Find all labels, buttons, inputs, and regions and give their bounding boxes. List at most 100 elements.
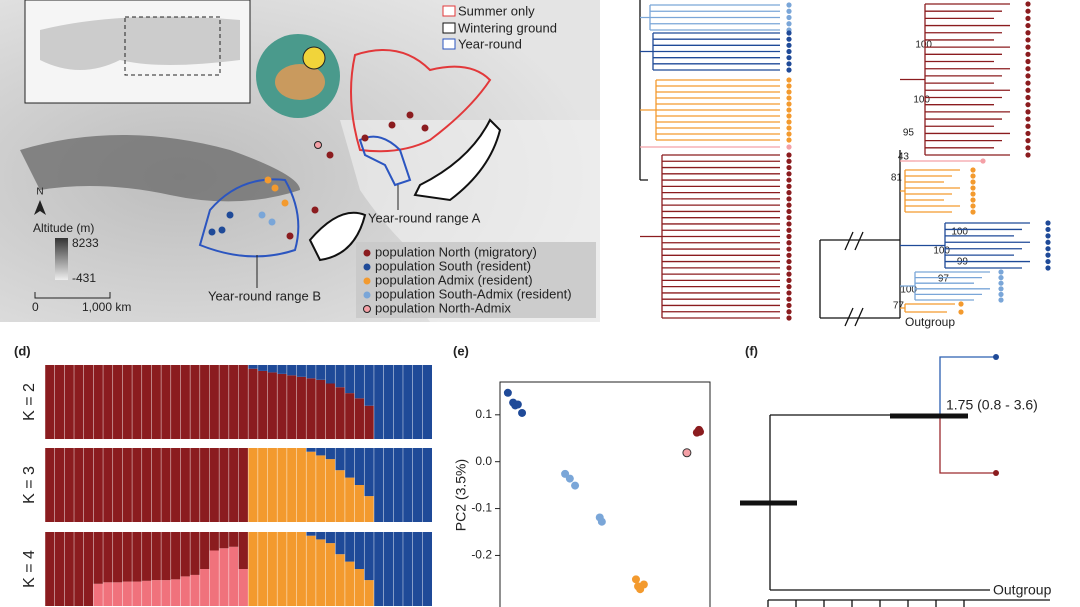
point bbox=[571, 481, 580, 490]
ancestry-segment bbox=[306, 535, 316, 606]
tip bbox=[786, 158, 792, 164]
ancestry-segment bbox=[132, 365, 142, 439]
tip bbox=[786, 171, 792, 177]
ancestry-segment bbox=[373, 448, 384, 522]
ancestry-segment bbox=[190, 365, 200, 439]
ancestry-segment bbox=[286, 532, 297, 606]
tip bbox=[786, 277, 792, 283]
ancestry-segment bbox=[315, 539, 326, 606]
tip bbox=[980, 158, 986, 164]
ancestry-segment bbox=[238, 365, 249, 439]
population-label: population North-Admix bbox=[375, 300, 511, 315]
tip bbox=[998, 297, 1004, 303]
divergence-tree bbox=[740, 356, 1050, 607]
ancestry-segment bbox=[209, 532, 220, 551]
tip bbox=[786, 290, 792, 296]
ancestry-segment bbox=[45, 532, 55, 606]
wintering-ground-japan bbox=[413, 118, 502, 202]
tip bbox=[1025, 94, 1031, 101]
ancestry-segment bbox=[141, 448, 152, 522]
ancestry-segment bbox=[161, 580, 171, 606]
tip bbox=[786, 258, 792, 265]
tip bbox=[786, 284, 792, 290]
tip bbox=[970, 167, 976, 173]
tip bbox=[786, 164, 792, 171]
ancestry-segment bbox=[335, 365, 345, 388]
ancestry-segment bbox=[354, 569, 365, 606]
tip bbox=[998, 286, 1004, 292]
tip bbox=[1025, 58, 1031, 65]
tip bbox=[786, 55, 792, 61]
ancestry-segment bbox=[335, 532, 345, 555]
point bbox=[503, 388, 512, 397]
point bbox=[682, 448, 692, 458]
ancestry-segment bbox=[277, 532, 287, 606]
ancestry-segment bbox=[344, 561, 355, 606]
ancestry-segment bbox=[315, 379, 326, 439]
plateau bbox=[20, 135, 300, 202]
ancestry-segment bbox=[383, 365, 394, 439]
ancestry-segment bbox=[412, 365, 423, 439]
tip bbox=[786, 42, 792, 48]
tip bbox=[786, 221, 792, 227]
ancestry-segment bbox=[286, 448, 297, 522]
branch bbox=[900, 170, 906, 212]
legend-swatch bbox=[442, 22, 456, 34]
tip bbox=[993, 470, 999, 476]
bootstrap: 100 bbox=[933, 246, 950, 257]
tip bbox=[1025, 15, 1031, 21]
tip bbox=[786, 202, 792, 208]
ancestry-segment bbox=[112, 365, 123, 439]
ancestry-segment bbox=[335, 448, 345, 471]
tip bbox=[1045, 233, 1051, 239]
tip bbox=[1025, 66, 1031, 72]
ancestry-segment bbox=[199, 365, 210, 439]
ancestry-segment bbox=[219, 365, 229, 439]
tip bbox=[970, 185, 976, 191]
ancestry-segment bbox=[93, 532, 104, 584]
tip bbox=[1045, 220, 1051, 226]
ancestry-segment bbox=[335, 470, 345, 522]
bootstrap: 95 bbox=[903, 128, 915, 139]
inset-land bbox=[40, 16, 240, 71]
wintering-ground-taiwan bbox=[308, 211, 367, 262]
ancestry-segment bbox=[296, 532, 307, 606]
y-tick-label: 0.0 bbox=[475, 454, 492, 468]
tip bbox=[786, 30, 792, 36]
tip bbox=[1025, 152, 1031, 158]
tip bbox=[1025, 102, 1031, 108]
ancestry-segment bbox=[103, 532, 113, 583]
tip bbox=[786, 36, 792, 42]
ancestry-segment bbox=[54, 448, 65, 522]
altitude-min: -431 bbox=[72, 271, 96, 285]
ancestry-segment bbox=[325, 459, 336, 522]
ancestry-segment bbox=[325, 532, 336, 544]
population-label: population South (resident) bbox=[375, 258, 531, 273]
ancestry-segment bbox=[141, 580, 152, 606]
ancestry-segment bbox=[132, 448, 142, 522]
tip bbox=[1045, 258, 1051, 265]
tip bbox=[786, 240, 792, 246]
ancestry-segment bbox=[238, 448, 249, 522]
ancestry-segment bbox=[315, 365, 326, 380]
ancestry-segment bbox=[103, 365, 113, 439]
scale-bar bbox=[34, 292, 111, 299]
ancestry-segment bbox=[257, 532, 268, 606]
ancestry-segment bbox=[103, 582, 113, 606]
tip bbox=[1025, 1, 1031, 7]
tip bbox=[1025, 44, 1031, 50]
tip bbox=[786, 61, 792, 67]
tip bbox=[970, 173, 976, 179]
divergence-label: 1.75 (0.8 - 3.6) bbox=[946, 397, 1038, 413]
panel-label: (f) bbox=[745, 343, 758, 358]
ancestry-segment bbox=[393, 532, 403, 606]
ancestry-segment bbox=[306, 448, 316, 452]
tip bbox=[786, 152, 792, 158]
legend-label: Summer only bbox=[458, 3, 535, 18]
ancestry-segment bbox=[393, 365, 403, 439]
tip bbox=[958, 301, 964, 307]
tip bbox=[1025, 73, 1031, 79]
bootstrap: 100 bbox=[900, 285, 917, 296]
k-label: K = 3 bbox=[21, 466, 38, 504]
